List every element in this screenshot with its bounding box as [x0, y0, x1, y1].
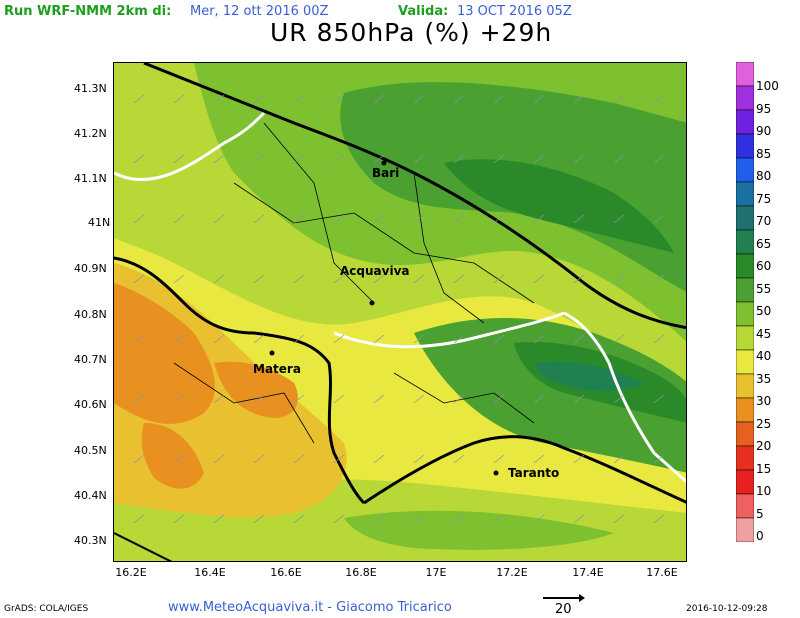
legend-label: 0	[756, 529, 764, 543]
wind-vectors	[133, 94, 665, 524]
bari-marker	[381, 160, 387, 166]
humidity-map	[114, 63, 686, 561]
lon-tick: 16.8E	[345, 566, 377, 579]
acquaviva-marker	[369, 300, 375, 306]
legend-swatch	[736, 517, 754, 542]
lon-tick: 16.2E	[115, 566, 147, 579]
legend-swatch	[736, 469, 754, 495]
legend-label: 65	[756, 236, 772, 251]
lon-tick: 17.2E	[496, 566, 528, 579]
legend-label: 10	[756, 484, 772, 498]
matera-marker	[269, 350, 275, 356]
legend-swatch	[736, 301, 754, 327]
run-label: Run WRF-NMM 2km di:	[4, 4, 172, 19]
lon-tick: 17.6E	[646, 566, 678, 579]
vector-reference-arrow	[543, 594, 585, 602]
legend-label: 80	[756, 169, 772, 183]
footer-credit-grads: GrADS: COLA/IGES	[4, 604, 89, 614]
legend-label: 25	[756, 416, 772, 431]
lat-tick: 41.3N	[74, 82, 107, 95]
legend-label: 15	[756, 461, 772, 476]
city-taranto: Taranto	[508, 466, 560, 480]
lon-tick: 17.4E	[572, 566, 604, 579]
map-title: UR 850hPa (%) +29h	[270, 18, 553, 47]
legend-label: 45	[756, 326, 772, 341]
legend-swatch	[736, 229, 754, 255]
legend-label: 60	[756, 259, 772, 273]
legend-swatch	[736, 349, 754, 375]
valid-label: Valida:	[398, 4, 449, 19]
legend-label: 70	[756, 214, 772, 228]
legend-label: 5	[756, 506, 764, 521]
lat-tick: 40.8N	[74, 308, 107, 321]
taranto-marker	[493, 470, 499, 476]
legend-swatch	[736, 253, 754, 279]
legend-swatch	[736, 493, 754, 519]
legend-swatch	[736, 205, 754, 231]
legend-swatch	[736, 85, 754, 111]
legend-swatch	[736, 277, 754, 303]
legend-swatch	[736, 62, 754, 87]
run-date: Mer, 12 ott 2016 00Z	[190, 4, 329, 19]
color-legend	[736, 62, 754, 542]
legend-label: 50	[756, 304, 772, 318]
footer-timestamp: 2016-10-12-09:28	[686, 604, 768, 614]
legend-label: 85	[756, 146, 772, 161]
lon-tick: 17E	[425, 566, 447, 579]
legend-label: 100	[756, 79, 779, 93]
legend-swatch	[736, 445, 754, 471]
legend-label: 75	[756, 191, 772, 206]
legend-label: 90	[756, 124, 772, 138]
map-area	[113, 62, 687, 562]
legend-swatch	[736, 157, 754, 183]
legend-swatch	[736, 373, 754, 399]
legend-swatch	[736, 109, 754, 135]
legend-swatch	[736, 421, 754, 447]
lon-tick: 16.4E	[194, 566, 226, 579]
lat-tick: 40.5N	[74, 444, 107, 457]
legend-swatch	[736, 133, 754, 159]
legend-swatch	[736, 325, 754, 351]
legend-label: 35	[756, 371, 772, 386]
legend-label: 40	[756, 349, 772, 363]
city-acquaviva: Acquaviva	[340, 264, 410, 278]
lat-tick: 41N	[88, 216, 111, 229]
lat-tick: 40.4N	[74, 489, 107, 502]
city-bari: Bari	[372, 166, 400, 180]
valid-date: 13 OCT 2016 05Z	[457, 4, 572, 19]
legend-label: 20	[756, 439, 772, 453]
lon-tick: 16.6E	[270, 566, 302, 579]
legend-label: 95	[756, 101, 772, 116]
vector-reference-label: 20	[555, 602, 572, 617]
legend-label: 30	[756, 394, 772, 408]
lat-tick: 40.9N	[74, 262, 107, 275]
legend-swatch	[736, 181, 754, 207]
legend-label: 55	[756, 281, 772, 296]
lat-tick: 41.1N	[74, 172, 107, 185]
lat-tick: 40.7N	[74, 353, 107, 366]
lat-tick: 41.2N	[74, 127, 107, 140]
footer-website: www.MeteoAcquaviva.it - Giacomo Tricaric…	[168, 600, 452, 615]
legend-swatch	[736, 397, 754, 423]
lat-tick: 40.3N	[74, 534, 107, 547]
city-matera: Matera	[253, 362, 301, 376]
lat-tick: 40.6N	[74, 398, 107, 411]
